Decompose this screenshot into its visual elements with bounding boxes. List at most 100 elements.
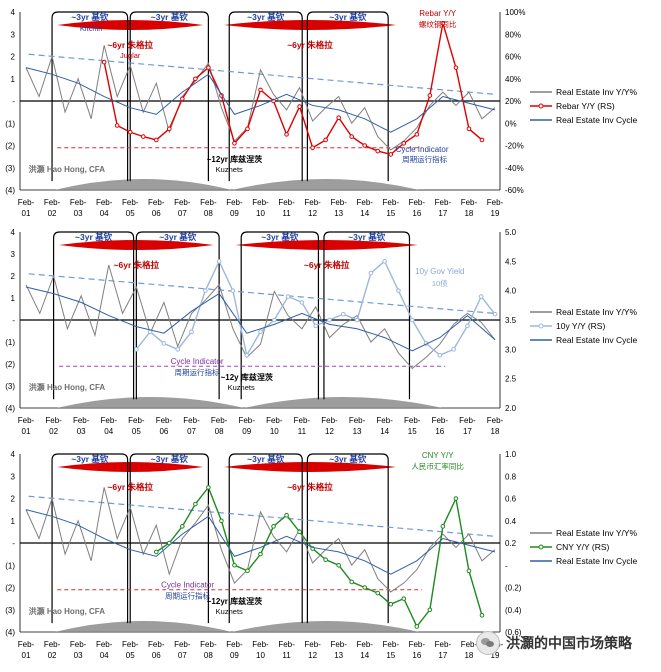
series-point: [388, 601, 394, 607]
kitchin-bracket: [135, 231, 220, 400]
x-tick-label: Feb-: [304, 198, 321, 207]
y-left-tick-label: -: [12, 316, 15, 325]
series-point: [299, 300, 305, 305]
x-tick-label: Feb-: [266, 416, 283, 425]
y-right-tick-label: 0%: [505, 119, 517, 128]
y-right-tick-label: 0.4: [505, 517, 517, 526]
series-point: [453, 65, 459, 70]
series-point: [327, 317, 332, 323]
series-point: [297, 529, 302, 535]
x-tick-label: Feb-: [321, 416, 338, 425]
y-right-tick-label: 20%: [505, 97, 521, 106]
x-tick-label: 02: [49, 427, 58, 436]
x-tick-label: Feb-: [278, 198, 295, 207]
x-tick-label: Feb-: [96, 198, 113, 207]
x-tick-label: Feb-: [356, 198, 373, 207]
series-line-2: [103, 22, 483, 156]
y-left-tick-label: (4): [5, 186, 15, 195]
series-point: [427, 607, 433, 613]
y-right-tick-label: (0.4): [505, 606, 522, 615]
x-tick-label: Feb-: [278, 640, 295, 649]
series-point: [180, 524, 185, 529]
y-left-tick-label: (2): [5, 142, 15, 151]
right-axis-note-cn: 人民币汇率同比: [411, 461, 464, 471]
juglar-lens: [224, 462, 396, 472]
legend-marker: [538, 103, 544, 109]
series-point: [232, 140, 237, 146]
x-tick-label: Feb-: [487, 198, 504, 207]
y-right-tick-label: 40%: [505, 75, 521, 84]
x-tick-label: Feb-: [174, 198, 191, 207]
y-left-tick-label: 3: [11, 472, 16, 481]
x-tick-label: Feb-: [211, 416, 228, 425]
x-tick-label: 02: [48, 651, 57, 660]
y-right-tick-label: 60%: [505, 53, 521, 62]
y-left-tick-label: 3: [11, 250, 16, 259]
kitchin-bracket: [51, 11, 129, 182]
kuznets-label: Kuznets: [216, 165, 243, 174]
x-tick-label: Feb-: [409, 640, 426, 649]
legend-entry: Real Estate Inv Y/Y%: [556, 87, 638, 97]
x-tick-label: 17: [438, 651, 447, 660]
juglar-lens: [224, 20, 396, 30]
cycle-6yr-label: ~6yr 朱格拉: [114, 260, 160, 270]
x-tick-label: 04: [100, 209, 109, 218]
x-tick-label: 17: [463, 427, 472, 436]
right-axis-note: Rebar Y/Y: [419, 9, 456, 18]
x-tick-label: Feb-: [183, 416, 200, 425]
x-tick-label: Feb-: [304, 640, 321, 649]
series-point: [414, 624, 420, 629]
y-right-tick-label: 2.0: [505, 404, 517, 413]
cycle-6yr-label: ~6yr 朱格拉: [107, 40, 153, 50]
series-point: [258, 329, 263, 335]
y-left-tick-label: 2: [11, 495, 16, 504]
series-point: [161, 341, 167, 346]
x-tick-label: 11: [282, 651, 291, 660]
series-point: [440, 524, 446, 529]
series-point: [466, 568, 472, 574]
x-tick-label: Feb-: [435, 640, 452, 649]
series-point: [465, 323, 470, 329]
legend-entry: Real Estate Inv Cycle: [556, 115, 638, 125]
cycle-3yr-label: ~3yr 基钦: [348, 232, 386, 242]
cycle-indicator-cn-label: 周期运行指标: [402, 154, 447, 164]
y-right-tick-label: 3.5: [505, 316, 517, 325]
cycle-3yr-label: ~3yr 基钦: [329, 12, 367, 22]
series-point: [479, 137, 485, 143]
series-point: [466, 126, 472, 132]
cycle-12yr-label: ~12y 库兹涅茨: [221, 372, 273, 382]
cycle-indicator-cn-label: 周期运行指标: [175, 367, 220, 377]
kuznets-arc: [231, 179, 420, 190]
y-left-tick-label: (1): [5, 338, 15, 347]
x-tick-label: Feb-: [356, 640, 373, 649]
x-tick-label: 09: [242, 427, 251, 436]
x-tick-label: Feb-: [330, 198, 347, 207]
kuznets-arc: [56, 397, 244, 408]
series-point: [193, 76, 198, 82]
series-point: [409, 317, 415, 323]
x-tick-label: 06: [152, 209, 161, 218]
x-tick-label: 14: [380, 427, 389, 436]
series-point: [216, 259, 222, 264]
series-line-1: [25, 487, 496, 593]
series-point: [180, 96, 185, 102]
x-tick-label: 09: [230, 651, 239, 660]
kitchin-bracket: [228, 11, 303, 182]
author-label: 洪灝 Hao Hong, CFA: [29, 606, 106, 616]
x-tick-label: Feb-: [70, 640, 87, 649]
y-right-tick-label: 2.5: [505, 375, 517, 384]
x-tick-label: 10: [256, 209, 265, 218]
series-point: [323, 557, 328, 562]
x-tick-label: Feb-: [148, 198, 165, 207]
x-tick-label: 07: [178, 651, 187, 660]
series-point: [414, 132, 420, 137]
series-point: [284, 132, 289, 137]
y-right-tick-label: 1.0: [505, 450, 517, 459]
legend-entry: CNY Y/Y (RS): [556, 542, 610, 552]
series-point: [232, 562, 237, 568]
kitchin-label: Kitchin: [80, 24, 103, 33]
x-tick-label: Feb-: [18, 416, 35, 425]
x-tick-label: Feb-: [432, 416, 449, 425]
x-tick-label: 07: [178, 209, 187, 218]
x-tick-label: 15: [408, 427, 417, 436]
